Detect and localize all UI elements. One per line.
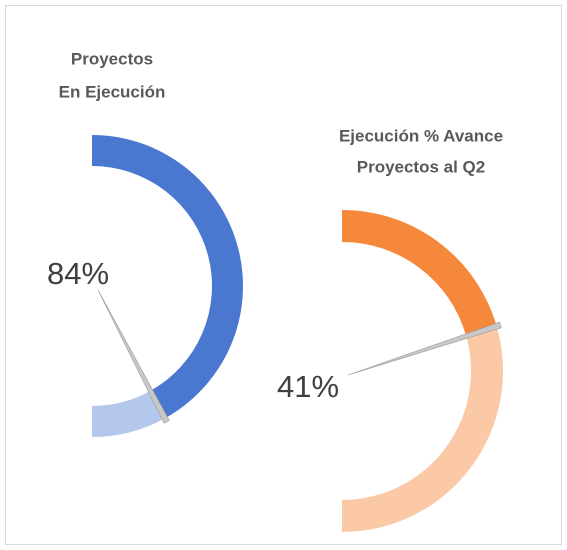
- value-label: 41%: [277, 369, 339, 404]
- gauge-track: [92, 391, 165, 437]
- chart-title: Ejecución % Avance: [339, 126, 503, 145]
- gauge-fill: [92, 135, 244, 419]
- needle: [347, 321, 502, 376]
- gauge-fill: [342, 210, 497, 336]
- chart-title: Proyectos al Q2: [357, 157, 486, 176]
- gauge-track: [342, 326, 503, 532]
- needle: [97, 289, 170, 424]
- chart-title: Proyectos: [71, 49, 153, 68]
- chart-title: En Ejecución: [59, 82, 166, 101]
- value-label: 84%: [47, 256, 109, 291]
